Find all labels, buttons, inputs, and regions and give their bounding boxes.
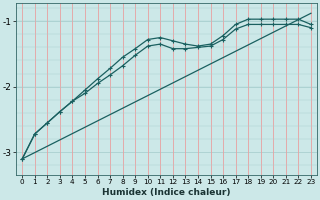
X-axis label: Humidex (Indice chaleur): Humidex (Indice chaleur) <box>102 188 231 197</box>
